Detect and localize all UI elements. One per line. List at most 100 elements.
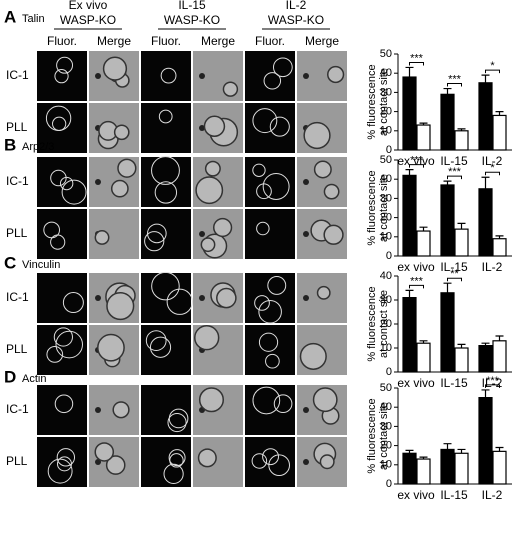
bar — [416, 124, 431, 151]
significance-label: *** — [410, 52, 424, 64]
x-tick-label: IL-2 — [482, 260, 503, 274]
micrograph — [141, 273, 191, 323]
significance-bracket — [409, 61, 424, 66]
cell — [262, 173, 290, 200]
bead — [303, 407, 309, 413]
row-label: PLL — [6, 120, 28, 134]
x-tick-label: IL-15 — [440, 488, 468, 502]
cell — [204, 160, 221, 177]
error-bar — [481, 74, 490, 83]
y-axis-label-line: at contact site — [378, 68, 390, 136]
cell — [144, 231, 165, 252]
cell — [299, 342, 327, 370]
bar — [454, 347, 469, 373]
cell — [222, 81, 239, 97]
cell — [312, 387, 338, 413]
cell — [151, 156, 180, 185]
y-tick-label: 0 — [386, 478, 392, 490]
cell — [251, 453, 268, 469]
cell — [256, 183, 272, 200]
error-bar — [457, 128, 466, 131]
cell — [256, 221, 270, 236]
cell — [252, 108, 278, 134]
x-tick-label: ex vivo — [397, 154, 435, 168]
bead — [95, 295, 101, 301]
bead — [199, 231, 205, 237]
significance-label: *** — [448, 73, 462, 85]
image-label: Fluor. — [255, 34, 285, 48]
bar — [492, 114, 507, 151]
y-axis-label-line: % fluorescence — [366, 170, 378, 245]
row-label: IC-1 — [6, 68, 29, 82]
cell — [323, 224, 344, 245]
bead — [199, 295, 205, 301]
bead — [95, 459, 101, 465]
cell — [269, 116, 290, 137]
cell — [145, 330, 167, 351]
bead — [199, 73, 205, 79]
micrograph — [37, 385, 87, 435]
protein-name: Talin — [22, 13, 45, 25]
significance-label: *** — [410, 155, 424, 167]
bar — [492, 450, 507, 485]
protein-name: Actin — [22, 373, 46, 385]
cell — [166, 288, 193, 315]
micrograph — [245, 51, 295, 101]
x-tick-label: IL-15 — [440, 376, 468, 390]
image-label: Fluor. — [151, 34, 181, 48]
micrograph — [245, 273, 295, 323]
cell — [267, 275, 287, 295]
cell — [59, 176, 74, 191]
y-tick-label: 30 — [380, 420, 392, 432]
cell — [61, 179, 87, 205]
y-axis-label-line: % fluorescence — [366, 398, 378, 473]
bead — [303, 231, 309, 237]
cell — [327, 65, 345, 84]
error-bar — [495, 335, 504, 341]
micrograph — [141, 51, 191, 101]
bead — [303, 295, 309, 301]
cell — [252, 386, 281, 415]
error-bar — [443, 180, 452, 185]
row-label: PLL — [6, 342, 28, 356]
significance-label: * — [490, 162, 495, 174]
row-label: IC-1 — [6, 402, 29, 416]
y-axis-label: % fluorescenceat contact site — [366, 64, 390, 139]
micrograph — [245, 385, 295, 435]
y-tick-label: 40 — [380, 173, 392, 185]
bar — [402, 76, 417, 151]
cell — [258, 332, 279, 352]
error-bar — [419, 456, 428, 460]
significance-bracket — [409, 284, 424, 289]
bar — [454, 452, 469, 485]
y-tick-label: 20 — [380, 106, 392, 118]
significance-label: *** — [486, 375, 500, 387]
cell — [252, 163, 266, 177]
error-bar — [481, 176, 490, 189]
y-axis-label: % fluorescenceat contact site — [366, 170, 390, 245]
cell — [47, 458, 73, 484]
y-tick-label: 50 — [380, 382, 392, 394]
column-title: IL-2 — [286, 0, 307, 12]
bar — [454, 130, 469, 151]
x-tick-label: IL-2 — [482, 376, 503, 390]
error-bar — [481, 342, 490, 346]
cell — [319, 454, 335, 470]
cell — [94, 442, 115, 462]
cell — [203, 115, 226, 137]
error-bar — [405, 289, 414, 298]
y-tick-label: 10 — [380, 125, 392, 137]
bar — [440, 93, 455, 151]
bar — [492, 340, 507, 373]
cell — [94, 230, 110, 245]
protein-name: Arp2/3 — [22, 141, 54, 153]
x-tick-label: IL-2 — [482, 488, 503, 502]
cell — [160, 67, 177, 84]
bar — [478, 188, 493, 257]
cell — [105, 455, 126, 475]
bar — [416, 230, 431, 257]
cell — [216, 287, 237, 309]
column-subtitle: WASP-KO — [268, 13, 324, 27]
cell — [197, 448, 217, 468]
